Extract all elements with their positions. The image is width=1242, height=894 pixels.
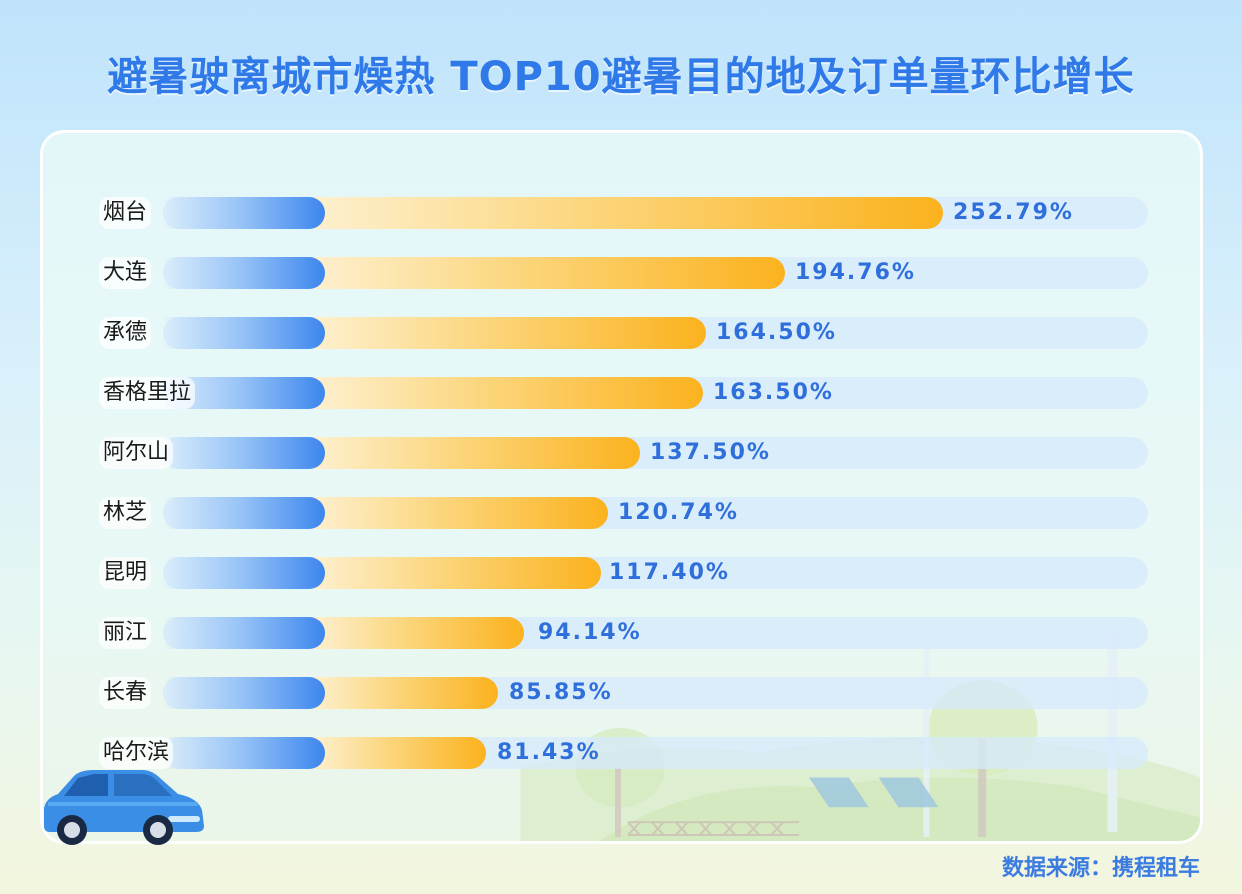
growth-bar	[313, 497, 608, 529]
city-label: 丽江	[99, 617, 152, 649]
chart-title: 避暑驶离城市燥热 TOP10避暑目的地及订单量环比增长	[107, 54, 1135, 100]
bar-head	[163, 197, 325, 229]
growth-value: 85.85%	[509, 680, 613, 705]
data-source: 数据来源：携程租车	[1001, 856, 1200, 881]
growth-value: 81.43%	[497, 740, 601, 765]
city-label: 林芝	[99, 497, 152, 529]
bar-head	[163, 497, 325, 529]
city-label: 阿尔山	[99, 437, 174, 469]
bar-row: 阿尔山 137.50%	[43, 437, 1200, 469]
bar-head	[163, 677, 325, 709]
city-label: 长春	[99, 677, 152, 709]
growth-value: 252.79%	[953, 200, 1074, 225]
bar-head	[163, 437, 325, 469]
landscape-illustration	[520, 628, 1200, 841]
growth-bar	[313, 617, 524, 649]
growth-bar	[313, 317, 706, 349]
growth-value: 120.74%	[618, 500, 739, 525]
bar-row: 林芝 120.74%	[43, 497, 1200, 529]
bar-row: 昆明 117.40%	[43, 557, 1200, 589]
bar-row: 长春 85.85%	[43, 677, 1200, 709]
growth-bar	[313, 257, 785, 289]
growth-value: 164.50%	[716, 320, 837, 345]
city-label: 哈尔滨	[99, 737, 174, 769]
bar-row: 烟台 252.79%	[43, 197, 1200, 229]
growth-value: 94.14%	[538, 620, 642, 645]
growth-value: 137.50%	[650, 440, 771, 465]
bar-head	[163, 557, 325, 589]
bar-head	[163, 737, 325, 769]
bar-head	[163, 617, 325, 649]
bar-head	[163, 257, 325, 289]
car-illustration	[44, 770, 204, 845]
growth-value: 163.50%	[713, 380, 834, 405]
growth-bar	[313, 737, 486, 769]
bar-row: 承德 164.50%	[43, 317, 1200, 349]
bar-row: 哈尔滨 81.43%	[43, 737, 1200, 769]
city-label: 昆明	[99, 557, 152, 589]
bar-head	[163, 317, 325, 349]
bar-row: 大连 194.76%	[43, 257, 1200, 289]
growth-bar	[313, 557, 601, 589]
growth-value: 117.40%	[609, 560, 730, 585]
city-label: 大连	[99, 257, 152, 289]
growth-bar	[313, 197, 943, 229]
city-label: 烟台	[99, 197, 152, 229]
growth-bar	[313, 437, 640, 469]
city-label: 承德	[99, 317, 152, 349]
growth-bar	[313, 377, 703, 409]
bar-row: 丽江 94.14%	[43, 617, 1200, 649]
chart-card: 烟台 252.79% 大连 194.76% 承德 164.50% 香格里拉 16…	[40, 130, 1203, 844]
growth-bar	[313, 677, 498, 709]
city-label: 香格里拉	[99, 377, 196, 409]
bar-row: 香格里拉 163.50%	[43, 377, 1200, 409]
growth-value: 194.76%	[795, 260, 916, 285]
